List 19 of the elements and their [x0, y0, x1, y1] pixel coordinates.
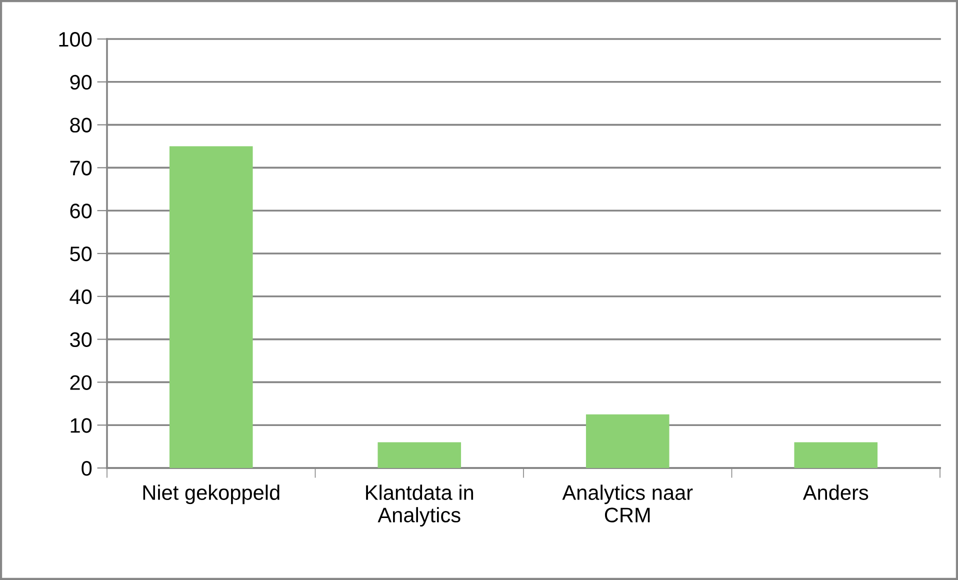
y-tick-label: 10: [70, 418, 92, 433]
bar: [169, 146, 253, 468]
y-tick-label: 40: [70, 289, 92, 304]
x-tick-label: Anders: [802, 484, 868, 500]
y-tick-label: 70: [70, 160, 92, 176]
y-tick-label: 50: [70, 246, 92, 262]
x-tick-label: Niet gekoppeld: [143, 484, 280, 504]
y-tick-label: 60: [70, 204, 92, 218]
y-tick-label: 20: [70, 375, 92, 390]
x-tick-label: Analytics naar CRM: [562, 484, 693, 522]
bar: [794, 442, 878, 468]
y-tick-label: 80: [70, 118, 92, 133]
x-tick-label: Klantdata in Analytics: [366, 484, 474, 527]
y-tick-label: 90: [70, 74, 92, 90]
y-tick-label: 100: [59, 32, 92, 47]
y-tick-label: 30: [70, 332, 92, 348]
y-tick-label: 0: [82, 461, 92, 476]
bar: [586, 414, 670, 468]
bar: [378, 442, 462, 468]
